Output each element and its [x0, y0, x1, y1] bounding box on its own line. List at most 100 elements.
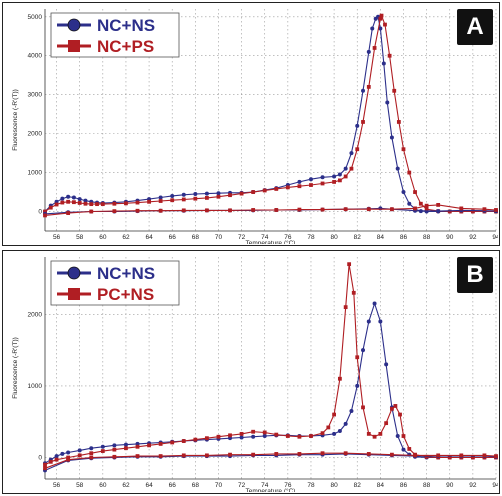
- data-point: [436, 453, 441, 458]
- data-point: [494, 454, 498, 458]
- data-point: [459, 206, 464, 211]
- x-tick-label: 58: [76, 234, 84, 241]
- data-point: [100, 444, 105, 449]
- data-point: [407, 170, 412, 175]
- data-point: [83, 198, 88, 203]
- data-point: [349, 166, 354, 171]
- data-point: [72, 200, 76, 205]
- data-point: [43, 209, 47, 214]
- x-tick-label: 82: [354, 482, 362, 489]
- x-tick-label: 94: [492, 234, 498, 241]
- data-point: [332, 412, 337, 417]
- data-point: [361, 88, 366, 93]
- legend-marker: [68, 40, 80, 52]
- x-tick-label: 84: [377, 234, 385, 241]
- data-point: [193, 192, 198, 196]
- data-point: [285, 434, 290, 438]
- series-3: [43, 203, 498, 218]
- x-tick-label: 72: [238, 482, 246, 489]
- data-point: [401, 190, 406, 195]
- data-point: [384, 362, 389, 367]
- data-point: [48, 205, 53, 210]
- data-point: [436, 209, 441, 214]
- data-point: [366, 452, 371, 456]
- data-point: [337, 429, 342, 434]
- data-point: [297, 452, 302, 456]
- data-point: [413, 206, 417, 211]
- data-point: [158, 195, 163, 200]
- data-point: [378, 206, 383, 211]
- data-point: [170, 193, 175, 198]
- data-point: [193, 437, 198, 442]
- y-axis-label: Fluorescence (-R'(T)): [12, 337, 19, 399]
- data-point: [193, 196, 198, 201]
- y-tick-label: 1000: [28, 170, 43, 177]
- x-tick-label: 56: [53, 234, 61, 241]
- data-point: [77, 201, 82, 205]
- data-point: [112, 447, 117, 452]
- x-tick-label: 90: [446, 482, 454, 489]
- data-point: [297, 434, 302, 439]
- panel-a-badge: A: [457, 9, 493, 45]
- data-point: [204, 191, 209, 196]
- x-tick-label: 74: [261, 482, 269, 489]
- x-tick-label: 86: [400, 482, 408, 489]
- data-point: [337, 376, 342, 381]
- data-point: [309, 183, 313, 187]
- data-point: [355, 123, 360, 128]
- data-point: [372, 301, 377, 306]
- data-point: [66, 199, 71, 204]
- series-line: [44, 204, 497, 216]
- x-tick-label: 88: [423, 482, 431, 489]
- data-point: [390, 406, 394, 411]
- data-point: [337, 172, 342, 177]
- data-point: [332, 431, 337, 436]
- data-point: [158, 442, 163, 446]
- data-point: [297, 179, 302, 184]
- chart-a: 56 58 60 62 64 66 68 70 72 74 76 78 80 82 84 86 88 90 92 94…: [12, 9, 498, 244]
- data-point: [332, 180, 337, 184]
- data-point: [385, 100, 390, 105]
- data-point: [355, 147, 360, 152]
- data-point: [71, 195, 76, 200]
- data-point: [48, 459, 53, 464]
- data-point: [285, 185, 290, 190]
- data-point: [54, 454, 59, 459]
- panel-b: 56 58 60 62 64 66 68 70 72 74 76 78 80 82 84 86 88 90 92 94…: [2, 250, 500, 494]
- data-point: [459, 453, 464, 458]
- x-tick-label: 60: [99, 234, 107, 241]
- data-point: [343, 207, 348, 212]
- data-point: [147, 199, 151, 204]
- data-point: [347, 262, 352, 267]
- y-tick-label: 0: [38, 209, 42, 216]
- data-point: [204, 453, 209, 458]
- x-tick-label: 86: [400, 234, 408, 241]
- data-point: [43, 462, 47, 467]
- data-point: [390, 452, 394, 457]
- data-point: [378, 16, 383, 21]
- legend-marker: [68, 288, 80, 300]
- data-point: [401, 147, 406, 152]
- data-point: [204, 436, 209, 441]
- data-point: [100, 202, 105, 207]
- data-point: [262, 434, 267, 439]
- x-tick-label: 74: [261, 234, 269, 241]
- x-tick-label: 84: [377, 482, 385, 489]
- data-point: [320, 451, 325, 456]
- data-point: [43, 213, 47, 218]
- data-point: [170, 440, 175, 445]
- data-point: [135, 454, 140, 458]
- x-tick-label: 88: [423, 234, 431, 241]
- data-point: [372, 46, 377, 50]
- data-point: [251, 190, 256, 194]
- data-point: [372, 434, 377, 439]
- data-point: [387, 53, 392, 58]
- data-point: [320, 175, 325, 180]
- data-point: [112, 209, 117, 214]
- data-point: [112, 443, 117, 448]
- series-3: [43, 451, 498, 471]
- data-point: [89, 446, 94, 451]
- x-tick-label: 68: [192, 482, 200, 489]
- data-point: [135, 444, 140, 449]
